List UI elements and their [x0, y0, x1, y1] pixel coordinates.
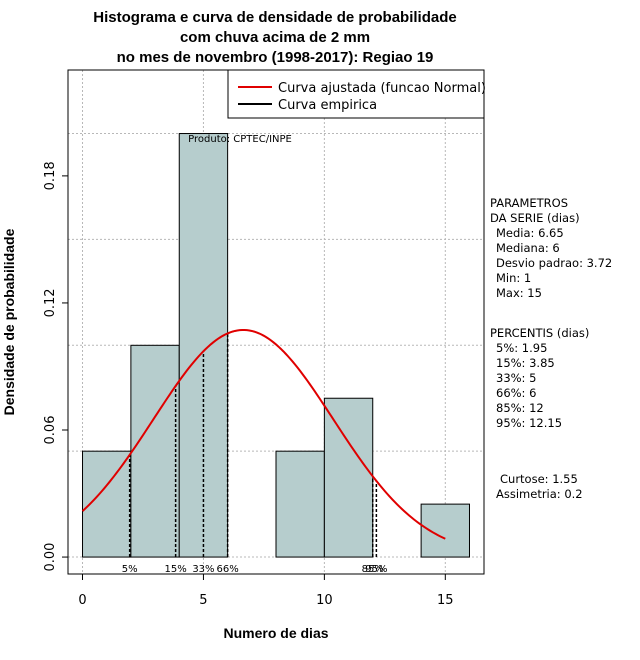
- axes-layer: 0 5 10 15 0.00 0.06 0.12 0.18: [43, 161, 454, 608]
- side-param-line-6: Max: 15: [496, 286, 542, 300]
- percentile-label-4: 85%: [362, 564, 384, 575]
- legend: Curva ajustada (funcao Normal) Curva emp…: [227, 69, 486, 119]
- side-percentis-line-5: 85%: 12: [496, 401, 544, 415]
- side-shape-line-1: Assimetria: 0.2: [496, 487, 583, 501]
- percentile-layer: 5% 15% 33% 66% 85%95%: [122, 333, 387, 575]
- histogram-bar-5: [323, 397, 374, 558]
- x-tick-label-0: 0: [78, 593, 86, 608]
- side-percentis-line-3: 33%: 5: [496, 371, 536, 385]
- percentile-label-2: 33%: [192, 564, 214, 575]
- histogram-bar-4: [275, 450, 325, 558]
- y-tick-label-1: 0.06: [43, 416, 58, 445]
- y-tick-label-2: 0.12: [43, 288, 58, 317]
- legend-box: [227, 69, 485, 119]
- chart-title-line-2: com chuva acima de 2 mm: [180, 29, 370, 46]
- side-param-line-2: Media: 6.65: [496, 226, 564, 240]
- x-axis-label: Numero de dias: [223, 625, 328, 641]
- y-tick-label-0: 0.00: [43, 543, 58, 572]
- x-tick-label-1: 5: [199, 593, 207, 608]
- side-param-line-0: PARAMETROS: [490, 196, 568, 210]
- curve-layer: [81, 328, 446, 540]
- percentile-label-5: 95%: [365, 564, 387, 575]
- side-percentis-line-0: PERCENTIS (dias): [490, 326, 589, 340]
- x-tick-label-3: 15: [437, 593, 454, 608]
- chart-title-line-3: no mes de novembro (1998-2017): Regiao 1…: [117, 49, 434, 66]
- percentile-label-0: 5%: [122, 564, 138, 575]
- y-axis-label: Densidade de probabilidade: [1, 228, 17, 415]
- histogram-bar-2: [178, 133, 229, 558]
- percentile-label-3: 66%: [217, 564, 239, 575]
- side-percentis-line-6: 95%: 12.15: [496, 416, 562, 430]
- legend-label-empirical: Curva empirica: [278, 98, 377, 113]
- x-tick-label-2: 10: [316, 593, 333, 608]
- product-label: Produto: CPTEC/INPE: [188, 134, 292, 145]
- side-shape-line-0: Curtose: 1.55: [500, 472, 578, 486]
- side-param-line-4: Desvio padrao: 3.72: [496, 256, 612, 270]
- bars-layer: [82, 133, 470, 558]
- side-percentis-line-1: 5%: 1.95: [496, 341, 547, 355]
- legend-label-normal: Curva ajustada (funcao Normal): [278, 81, 486, 96]
- side-param-line-1: DA SERIE (dias): [490, 211, 580, 225]
- chart-title-line-1: Histograma e curva de densidade de proba…: [93, 9, 456, 26]
- percentile-label-1: 15%: [165, 564, 187, 575]
- side-param-line-5: Min: 1: [496, 271, 531, 285]
- normal-fit-curve: [81, 328, 446, 540]
- side-param-line-3: Mediana: 6: [496, 241, 560, 255]
- side-percentis-line-2: 15%: 3.85: [496, 356, 555, 370]
- y-tick-label-3: 0.18: [43, 161, 58, 190]
- side-percentis-line-4: 66%: 6: [496, 386, 536, 400]
- histogram-bar-1: [130, 344, 180, 558]
